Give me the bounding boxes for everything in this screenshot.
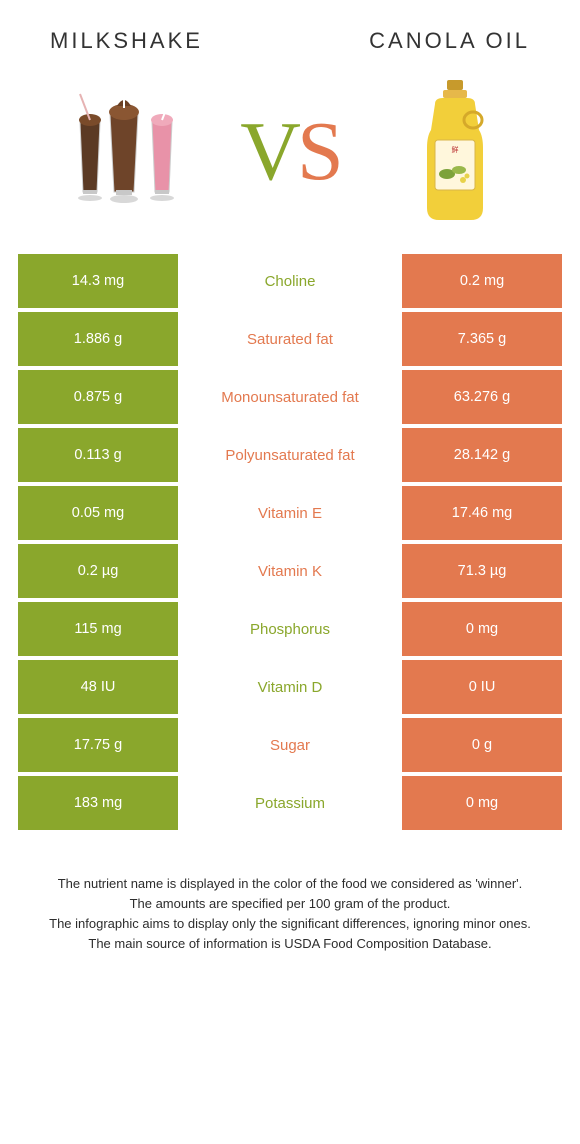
- footer-notes: The nutrient name is displayed in the co…: [0, 834, 580, 955]
- nutrient-label: Potassium: [188, 776, 392, 830]
- right-value: 0.2 mg: [402, 254, 562, 308]
- header: MILKSHAKE CANOLA OIL: [0, 0, 580, 54]
- left-value: 17.75 g: [18, 718, 178, 772]
- right-value: 0 IU: [402, 660, 562, 714]
- svg-text:鲜: 鲜: [451, 145, 458, 154]
- left-value: 1.886 g: [18, 312, 178, 366]
- table-row: 14.3 mgCholine0.2 mg: [18, 254, 562, 308]
- right-value: 63.276 g: [402, 370, 562, 424]
- right-value: 17.46 mg: [402, 486, 562, 540]
- table-row: 0.2 µgVitamin K71.3 µg: [18, 544, 562, 598]
- vs-v: V: [240, 105, 297, 198]
- footer-line: The amounts are specified per 100 gram o…: [30, 894, 550, 914]
- table-row: 0.05 mgVitamin E17.46 mg: [18, 486, 562, 540]
- canola-oil-image: 鲜: [385, 72, 525, 232]
- left-value: 183 mg: [18, 776, 178, 830]
- left-food-title: MILKSHAKE: [50, 28, 203, 54]
- vs-label: VS: [240, 103, 339, 200]
- nutrient-label: Choline: [188, 254, 392, 308]
- table-row: 48 IUVitamin D0 IU: [18, 660, 562, 714]
- nutrient-label: Vitamin D: [188, 660, 392, 714]
- comparison-table: 14.3 mgCholine0.2 mg1.886 gSaturated fat…: [0, 254, 580, 830]
- nutrient-label: Polyunsaturated fat: [188, 428, 392, 482]
- footer-line: The nutrient name is displayed in the co…: [30, 874, 550, 894]
- left-value: 0.113 g: [18, 428, 178, 482]
- right-value: 28.142 g: [402, 428, 562, 482]
- footer-line: The main source of information is USDA F…: [30, 934, 550, 954]
- right-value: 0 mg: [402, 776, 562, 830]
- table-row: 183 mgPotassium0 mg: [18, 776, 562, 830]
- right-value: 71.3 µg: [402, 544, 562, 598]
- left-value: 14.3 mg: [18, 254, 178, 308]
- left-value: 115 mg: [18, 602, 178, 656]
- nutrient-label: Sugar: [188, 718, 392, 772]
- table-row: 1.886 gSaturated fat7.365 g: [18, 312, 562, 366]
- nutrient-label: Monounsaturated fat: [188, 370, 392, 424]
- right-food-title: CANOLA OIL: [369, 28, 530, 54]
- right-value: 7.365 g: [402, 312, 562, 366]
- nutrient-label: Vitamin E: [188, 486, 392, 540]
- hero-row: VS 鲜: [0, 54, 580, 254]
- nutrient-label: Vitamin K: [188, 544, 392, 598]
- right-value: 0 g: [402, 718, 562, 772]
- left-value: 0.05 mg: [18, 486, 178, 540]
- left-value: 0.2 µg: [18, 544, 178, 598]
- milkshake-image: [55, 72, 195, 232]
- left-value: 48 IU: [18, 660, 178, 714]
- left-value: 0.875 g: [18, 370, 178, 424]
- vs-s: S: [297, 105, 340, 198]
- nutrient-label: Phosphorus: [188, 602, 392, 656]
- table-row: 0.113 gPolyunsaturated fat28.142 g: [18, 428, 562, 482]
- footer-line: The infographic aims to display only the…: [30, 914, 550, 934]
- table-row: 115 mgPhosphorus0 mg: [18, 602, 562, 656]
- nutrient-label: Saturated fat: [188, 312, 392, 366]
- table-row: 0.875 gMonounsaturated fat63.276 g: [18, 370, 562, 424]
- right-value: 0 mg: [402, 602, 562, 656]
- table-row: 17.75 gSugar0 g: [18, 718, 562, 772]
